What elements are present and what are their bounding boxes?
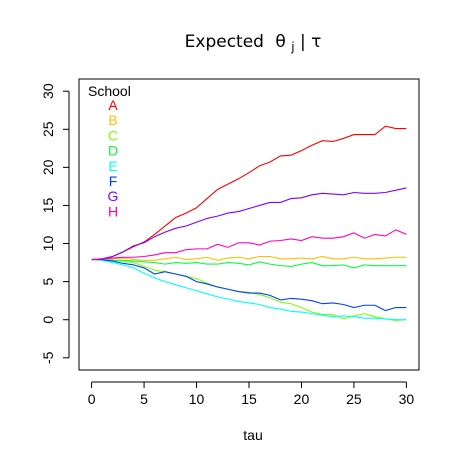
x-axis: 0 5 10 15 20 25 30 [88, 381, 415, 407]
x-tick-label: 15 [241, 391, 257, 407]
plot-area [78, 78, 420, 371]
y-tick-label: 0 [40, 316, 56, 324]
y-tick-label: 30 [40, 83, 56, 99]
legend-entry-b: B [108, 112, 117, 128]
title-main: Expected [185, 32, 264, 52]
title-tau: τ [311, 32, 321, 52]
series-line-g [91, 187, 407, 261]
y-tick-label: 15 [40, 197, 56, 213]
y-axis: -5 0 5 10 15 20 25 30 [40, 83, 70, 364]
y-tick-label: 25 [40, 121, 56, 137]
x-tick-label: 5 [140, 391, 148, 407]
x-tick-label: 25 [346, 391, 362, 407]
series-line-f [91, 258, 407, 312]
series-line-e [91, 258, 407, 321]
x-tick-label: 0 [88, 391, 96, 407]
x-tick-label: 20 [294, 391, 310, 407]
legend-entry-c: C [108, 127, 118, 143]
series-layer [91, 125, 407, 322]
title-given: | [300, 32, 306, 52]
y-tick-label: 10 [40, 236, 56, 252]
legend-entry-e: E [108, 158, 117, 174]
legend-entry-g: G [108, 188, 119, 204]
series-line-h [91, 229, 407, 261]
series-line-c [91, 258, 407, 322]
legend-entry-h: H [108, 203, 118, 219]
x-tick-label: 30 [399, 391, 415, 407]
series-line-a [91, 125, 407, 261]
chart-title: Expected θ j | τ [185, 32, 322, 56]
legend-title: School [88, 83, 131, 99]
title-subscript: j [290, 40, 294, 54]
series-line-b [91, 255, 407, 261]
title-theta: θ [275, 32, 285, 52]
legend-entry-a: A [108, 97, 118, 113]
y-tick-label: -5 [40, 351, 56, 364]
legend-entry-d: D [108, 143, 118, 159]
x-tick-label: 10 [189, 391, 205, 407]
series-line-d [91, 258, 407, 269]
legend-entry-f: F [109, 173, 118, 189]
y-tick-label: 5 [40, 278, 56, 286]
x-axis-title: tau [243, 427, 262, 443]
y-tick-label: 20 [40, 159, 56, 175]
